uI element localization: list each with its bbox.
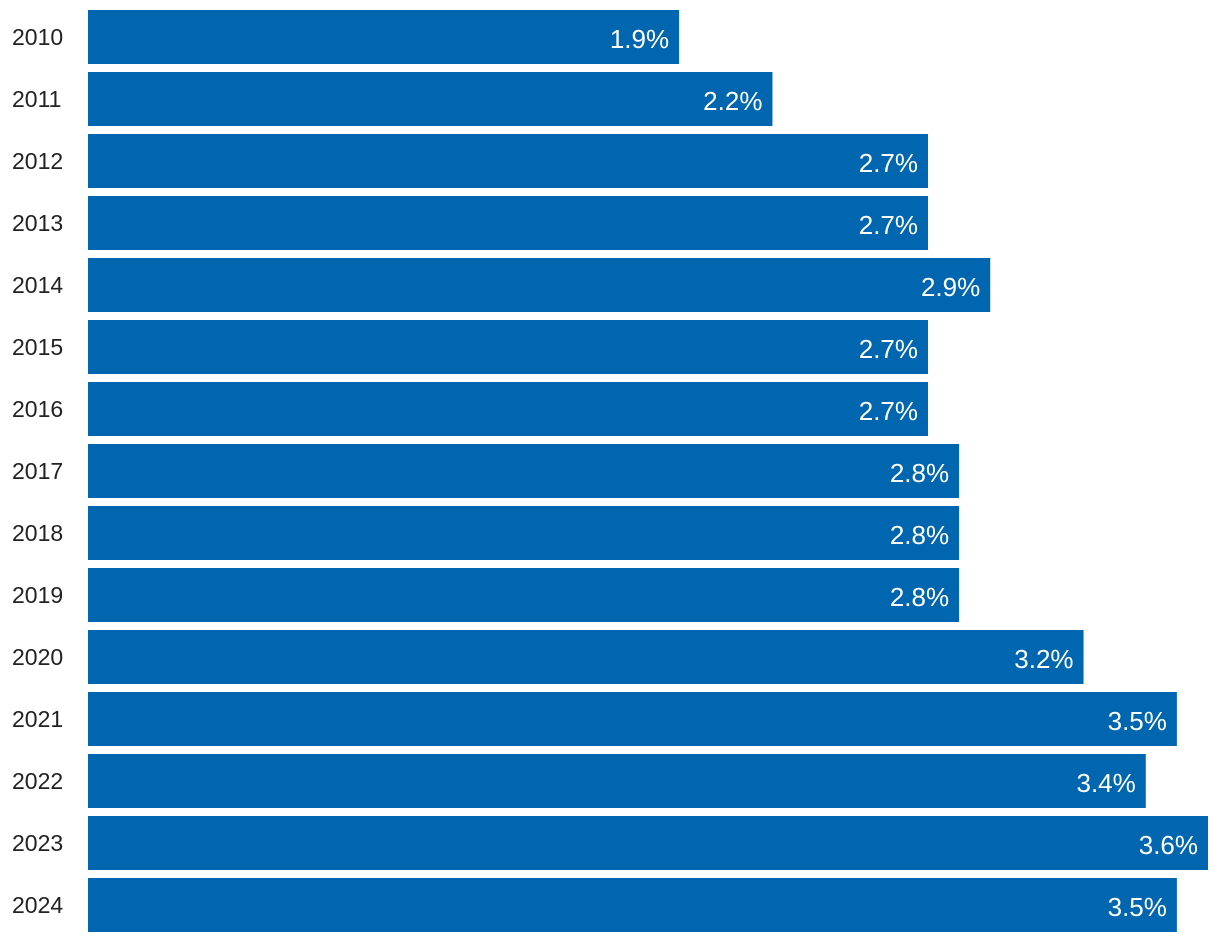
bar-2021 bbox=[88, 692, 1177, 746]
category-label-2018: 2018 bbox=[12, 520, 63, 546]
bar-2022 bbox=[88, 754, 1146, 808]
value-label-2012: 2.7% bbox=[859, 148, 918, 178]
category-label-2022: 2022 bbox=[12, 768, 63, 794]
value-label-2017: 2.8% bbox=[890, 458, 949, 488]
value-label-2014: 2.9% bbox=[921, 272, 980, 302]
value-label-2016: 2.7% bbox=[859, 396, 918, 426]
value-label-2018: 2.8% bbox=[890, 520, 949, 550]
value-labels-group: 1.9% 2.2% 2.7% 2.7% 2.9% 2.7% 2.7% 2.8% 2.8% 2.8%… bbox=[610, 24, 1198, 922]
bar-2016 bbox=[88, 382, 928, 436]
bar-2018 bbox=[88, 506, 960, 560]
category-label-2019: 2019 bbox=[12, 582, 63, 608]
category-label-2024: 2024 bbox=[12, 892, 63, 918]
bar-2015 bbox=[88, 320, 928, 374]
category-label-2015: 2015 bbox=[12, 334, 63, 360]
category-label-2014: 2014 bbox=[12, 272, 63, 298]
bar-2019 bbox=[88, 568, 960, 622]
bar-2020 bbox=[88, 630, 1084, 684]
category-label-2017: 2017 bbox=[12, 458, 63, 484]
value-label-2024: 3.5% bbox=[1108, 892, 1167, 922]
bar-2014 bbox=[88, 258, 991, 312]
value-label-2010: 1.9% bbox=[610, 24, 669, 54]
value-label-2011: 2.2% bbox=[703, 86, 762, 116]
category-label-2023: 2023 bbox=[12, 830, 63, 856]
value-label-2023: 3.6% bbox=[1139, 830, 1198, 860]
category-label-2010: 2010 bbox=[12, 24, 63, 50]
category-label-2020: 2020 bbox=[12, 644, 63, 670]
category-label-2013: 2013 bbox=[12, 210, 63, 236]
value-label-2022: 3.4% bbox=[1077, 768, 1136, 798]
category-label-2021: 2021 bbox=[12, 706, 63, 732]
bars-group bbox=[88, 10, 1208, 932]
value-label-2021: 3.5% bbox=[1108, 706, 1167, 736]
bar-2024 bbox=[88, 878, 1177, 932]
category-label-2016: 2016 bbox=[12, 396, 63, 422]
value-label-2019: 2.8% bbox=[890, 582, 949, 612]
bar-2017 bbox=[88, 444, 960, 498]
category-labels-group: 2010 2011 2012 2013 2014 2015 2016 2017 2018 2019… bbox=[12, 24, 63, 918]
bar-2010 bbox=[88, 10, 680, 64]
bar-2013 bbox=[88, 196, 928, 250]
category-label-2011: 2011 bbox=[12, 86, 61, 112]
bar-2012 bbox=[88, 134, 928, 188]
value-label-2015: 2.7% bbox=[859, 334, 918, 364]
bar-2011 bbox=[88, 72, 773, 126]
bar-2023 bbox=[88, 816, 1208, 870]
value-label-2020: 3.2% bbox=[1014, 644, 1073, 674]
value-label-2013: 2.7% bbox=[859, 210, 918, 240]
category-label-2012: 2012 bbox=[12, 148, 63, 174]
